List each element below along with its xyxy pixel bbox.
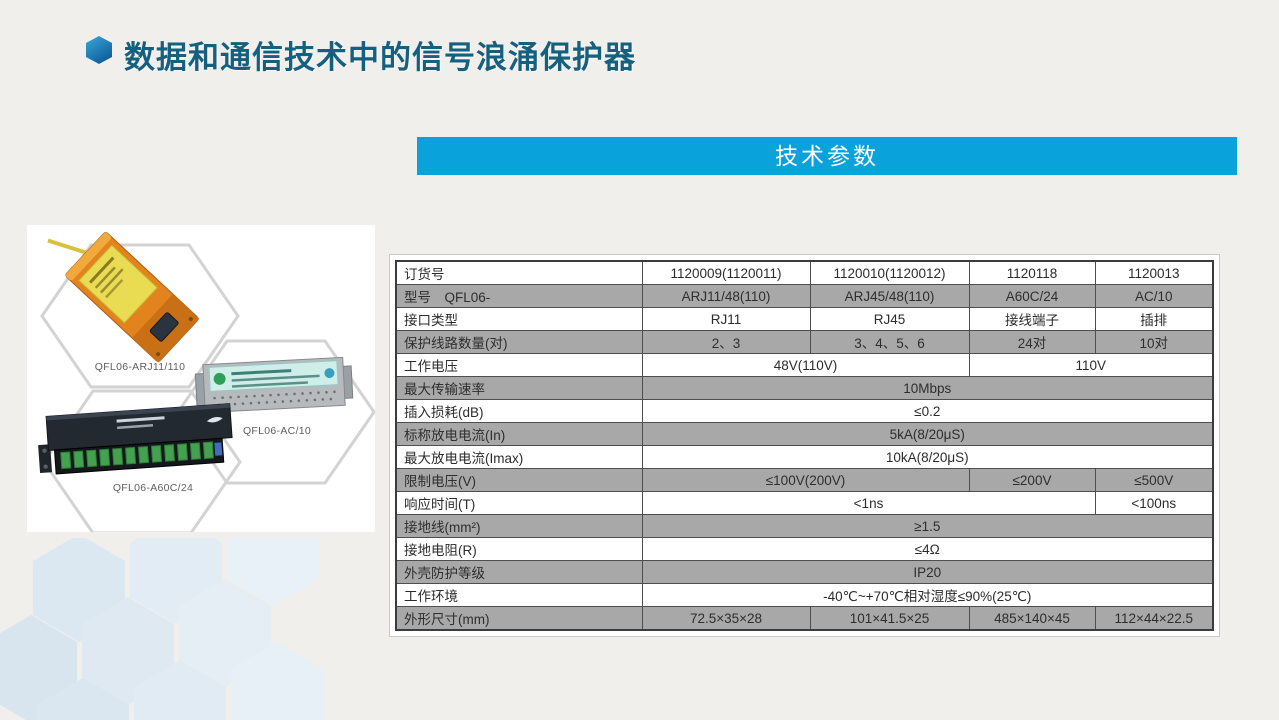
spec-table: 订货号 1120009(1120011) 1120010(1120012) 11201… [395,260,1214,631]
table-cell: 接线端子 [968,307,1096,331]
row-label: 订货号 [395,260,643,285]
table-cell: 5kA(8/20μS) [641,422,1214,446]
table-row: 标称放电电流(In) 5kA(8/20μS) [395,422,1214,446]
table-cell: 101×41.5×25 [809,606,970,631]
row-label: 接地电阻(R) [395,537,643,561]
section-banner: 技术参数 [417,137,1237,175]
product-image-panel: QFL06-ARJ11/110 QFL06-AC/10 QFL06-A60C/2… [27,225,375,532]
row-label: 工作环境 [395,583,643,607]
table-row: 接地线(mm²) ≥1.5 [395,514,1214,538]
table-cell: ARJ45/48(110) [809,284,970,308]
table-row: 最大传输速率 10Mbps [395,376,1214,400]
table-cell: 110V [968,353,1214,377]
row-label: 保护线路数量(对) [395,330,643,354]
product-caption-arj11: QFL06-ARJ11/110 [94,361,186,373]
table-cell: ≤500V [1094,468,1214,492]
hexagon-frames [40,243,375,532]
device-arj11-illustration [47,232,200,363]
table-row: 订货号 1120009(1120011) 1120010(1120012) 11201… [395,260,1214,285]
table-row: 工作电压 48V(110V) 110V [395,353,1214,377]
table-row: 外形尺寸(mm) 72.5×35×28 101×41.5×25 485×140×45 1… [395,606,1214,631]
table-row: 接地电阻(R) ≤4Ω [395,537,1214,561]
table-cell: RJ45 [809,307,970,331]
table-cell: 48V(110V) [641,353,970,377]
row-label: 限制电压(V) [395,468,643,492]
table-cell: 10kA(8/20μS) [641,445,1214,469]
table-cell: IP20 [641,560,1214,584]
honeycomb-decoration [0,538,323,720]
table-cell: ARJ11/48(110) [641,284,811,308]
table-cell: 10Mbps [641,376,1214,400]
row-label: 接地线(mm²) [395,514,643,538]
table-cell: A60C/24 [968,284,1096,308]
table-row: 插入损耗(dB) ≤0.2 [395,399,1214,423]
table-row: 响应时间(T) <1ns <100ns [395,491,1214,515]
row-label: 工作电压 [395,353,643,377]
table-cell: 1120118 [968,260,1096,285]
table-row: 接口类型 RJ11 RJ45 接线端子 插排 [395,307,1214,331]
table-row: 外壳防护等级 IP20 [395,560,1214,584]
table-cell: 485×140×45 [968,606,1096,631]
table-cell: 1120010(1120012) [809,260,970,285]
table-cell: 3、4、5、6 [809,330,970,354]
table-cell: 1120009(1120011) [641,260,811,285]
table-cell: ≤200V [968,468,1096,492]
device-a60c24-illustration [38,403,233,475]
row-label: 最大放电电流(Imax) [395,445,643,469]
table-cell: 1120013 [1094,260,1214,285]
table-cell: 10对 [1094,330,1214,354]
table-cell: -40℃~+70℃相对湿度≤90%(25℃) [641,583,1214,607]
table-cell: AC/10 [1094,284,1214,308]
product-illustrations [38,232,375,532]
table-row: 保护线路数量(对) 2、3 3、4、5、6 24对 10对 [395,330,1214,354]
product-caption-a60c24: QFL06-A60C/24 [112,482,194,494]
table-cell: ≤100V(200V) [641,468,970,492]
spec-table-frame: 订货号 1120009(1120011) 1120010(1120012) 11201… [389,254,1220,637]
row-label: 插入损耗(dB) [395,399,643,423]
table-cell: ≥1.5 [641,514,1214,538]
row-label: 接口类型 [395,307,643,331]
row-label: 型号 QFL06- [395,284,643,308]
hexagon-bullet-icon [86,36,112,64]
row-label: 外壳防护等级 [395,560,643,584]
table-cell: <1ns [641,491,1096,515]
table-cell: RJ11 [641,307,811,331]
table-cell: 24对 [968,330,1096,354]
product-caption-ac10: QFL06-AC/10 [242,425,312,437]
table-row: 型号 QFL06- ARJ11/48(110) ARJ45/48(110) A60C/… [395,284,1214,308]
table-cell: 2、3 [641,330,811,354]
table-cell: ≤4Ω [641,537,1214,561]
row-label: 响应时间(T) [395,491,643,515]
table-cell: ≤0.2 [641,399,1214,423]
table-cell: <100ns [1094,491,1214,515]
row-label: 外形尺寸(mm) [395,606,643,631]
table-cell: 插排 [1094,307,1214,331]
page-title: 数据和通信技术中的信号浪涌保护器 [124,40,636,75]
row-label: 标称放电电流(In) [395,422,643,446]
table-row: 最大放电电流(Imax) 10kA(8/20μS) [395,445,1214,469]
table-cell: 72.5×35×28 [641,606,811,631]
table-cell: 112×44×22.5 [1094,606,1214,631]
table-row: 限制电压(V) ≤100V(200V) ≤200V ≤500V [395,468,1214,492]
table-row: 工作环境 -40℃~+70℃相对湿度≤90%(25℃) [395,583,1214,607]
row-label: 最大传输速率 [395,376,643,400]
spec-table-body: 订货号 1120009(1120011) 1120010(1120012) 11201… [395,260,1214,631]
